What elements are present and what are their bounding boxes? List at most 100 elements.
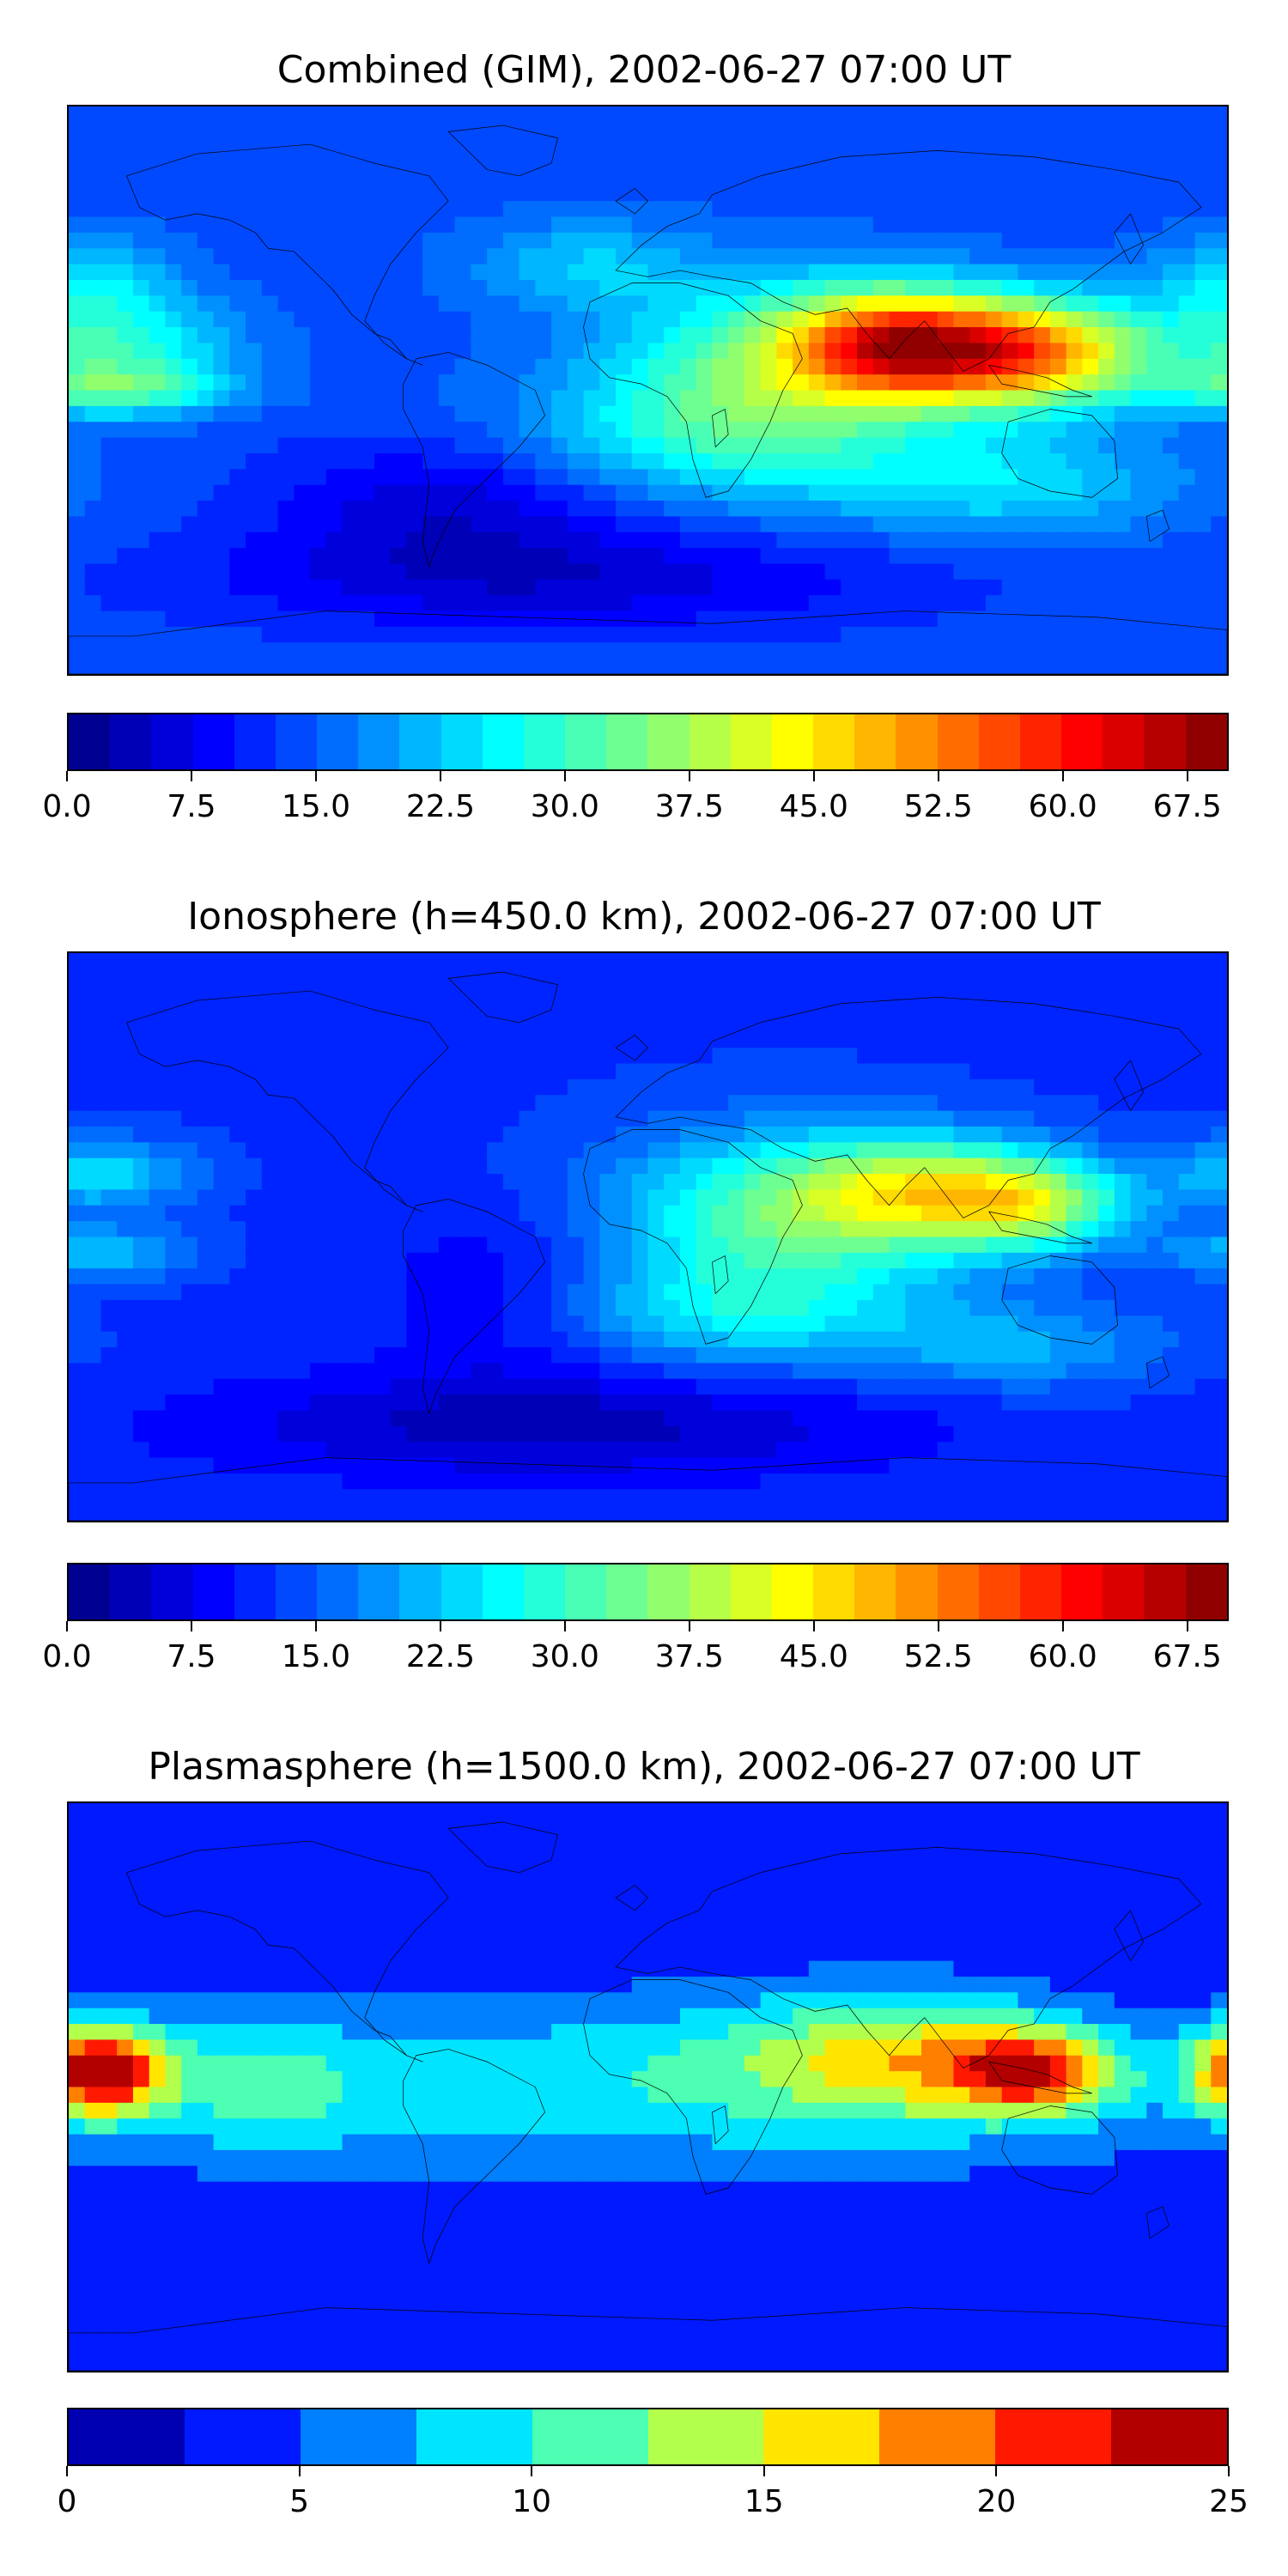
tec-cell bbox=[647, 169, 665, 186]
tec-cell bbox=[165, 1442, 183, 1459]
tec-cell bbox=[100, 437, 118, 455]
tec-cell bbox=[406, 311, 424, 329]
tec-cell bbox=[1098, 516, 1115, 533]
tec-cell bbox=[808, 358, 826, 376]
tec-cell bbox=[454, 327, 472, 344]
tec-cell bbox=[132, 984, 150, 1002]
tec-cell bbox=[664, 1016, 682, 1033]
tec-cell bbox=[696, 1110, 714, 1128]
tec-cell bbox=[422, 358, 440, 376]
tec-cell bbox=[793, 1457, 810, 1475]
tec-cell bbox=[69, 169, 86, 186]
tec-cell bbox=[358, 1299, 376, 1317]
tec-cell bbox=[616, 1142, 633, 1159]
tec-cell bbox=[808, 201, 826, 218]
tec-cell bbox=[1034, 1394, 1052, 1412]
tec-cell bbox=[1001, 563, 1019, 580]
tec-cell bbox=[921, 1236, 939, 1254]
tec-cell bbox=[69, 358, 86, 376]
tec-cell bbox=[841, 984, 859, 1002]
tec-cell bbox=[390, 1504, 408, 1521]
tec-cell bbox=[1178, 453, 1196, 471]
tec-cell bbox=[599, 532, 617, 550]
tec-cell bbox=[535, 169, 553, 186]
tec-cell bbox=[841, 1095, 859, 1112]
tec-cell bbox=[100, 1142, 118, 1159]
tec-cell bbox=[454, 1000, 472, 1018]
tec-cell bbox=[824, 953, 842, 970]
tec-cell bbox=[132, 1299, 150, 1317]
tec-cell bbox=[358, 563, 376, 580]
tec-cell bbox=[728, 579, 746, 597]
tec-cell bbox=[1130, 343, 1148, 360]
tec-cell bbox=[760, 216, 778, 234]
tec-cell bbox=[165, 232, 183, 250]
tec-cell bbox=[647, 343, 665, 360]
tec-cell bbox=[390, 122, 408, 139]
tec-cell bbox=[808, 453, 826, 471]
tec-cell bbox=[1001, 358, 1019, 376]
tec-cell bbox=[824, 1347, 842, 1364]
tec-cell bbox=[1018, 595, 1036, 612]
colorbar-segment bbox=[523, 714, 566, 769]
tec-cell bbox=[889, 595, 907, 612]
tec-cell bbox=[1146, 216, 1164, 234]
tec-cell bbox=[953, 248, 971, 265]
tec-cell bbox=[679, 1142, 697, 1159]
tec-cell bbox=[1098, 358, 1115, 376]
tec-cell bbox=[454, 1078, 472, 1097]
tec-cell bbox=[599, 1268, 617, 1285]
tec-cell bbox=[213, 548, 231, 565]
tec-cell bbox=[889, 1284, 907, 1302]
tec-cell bbox=[793, 1489, 810, 1506]
tec-cell bbox=[712, 169, 730, 186]
tec-cell bbox=[696, 1268, 714, 1285]
tec-cell bbox=[808, 984, 826, 1002]
tec-cell bbox=[1066, 1473, 1084, 1491]
tec-cell bbox=[647, 1063, 665, 1080]
tec-cell bbox=[294, 1489, 312, 1506]
tec-cell bbox=[889, 953, 907, 970]
tec-cell bbox=[487, 1221, 504, 1238]
tec-cell bbox=[760, 1378, 778, 1396]
tec-cell bbox=[776, 201, 794, 218]
tec-cell bbox=[1049, 154, 1067, 171]
tec-cell bbox=[84, 1394, 102, 1412]
tec-cell bbox=[985, 1442, 1003, 1459]
tec-cell bbox=[181, 1315, 199, 1333]
tec-cell bbox=[953, 405, 971, 423]
tec-cell bbox=[583, 516, 601, 533]
tec-cell bbox=[261, 1174, 279, 1191]
tec-cell bbox=[744, 122, 762, 139]
tec-cell bbox=[374, 1016, 392, 1033]
tec-cell bbox=[261, 548, 279, 565]
tec-cell bbox=[487, 1110, 504, 1128]
tec-cell bbox=[1034, 516, 1052, 533]
tec-cell bbox=[808, 516, 826, 533]
tec-cell bbox=[760, 248, 778, 265]
tec-cell bbox=[631, 437, 649, 455]
tec-cell bbox=[422, 1504, 440, 1521]
tec-cell bbox=[889, 264, 907, 282]
tec-cell bbox=[760, 1078, 778, 1097]
tec-cell bbox=[454, 579, 472, 597]
tec-cell bbox=[1178, 248, 1196, 265]
tec-cell bbox=[390, 1157, 408, 1176]
tec-cell bbox=[471, 1236, 489, 1254]
tec-cell bbox=[390, 248, 408, 265]
tec-cell bbox=[181, 358, 199, 376]
tec-cell bbox=[824, 311, 842, 329]
tec-cell bbox=[728, 343, 746, 360]
tec-cell bbox=[1001, 1268, 1019, 1285]
tec-cell bbox=[197, 1031, 215, 1049]
tec-cell bbox=[841, 1489, 859, 1506]
tec-cell bbox=[1082, 374, 1100, 392]
tec-cell bbox=[213, 1347, 231, 1364]
tec-cell bbox=[1098, 343, 1115, 360]
tec-cell bbox=[325, 185, 343, 203]
tec-cell bbox=[1146, 484, 1164, 502]
tec-cell bbox=[567, 437, 585, 455]
tec-cell bbox=[454, 516, 472, 533]
tec-cell bbox=[535, 642, 553, 659]
tec-cell bbox=[760, 1363, 778, 1380]
